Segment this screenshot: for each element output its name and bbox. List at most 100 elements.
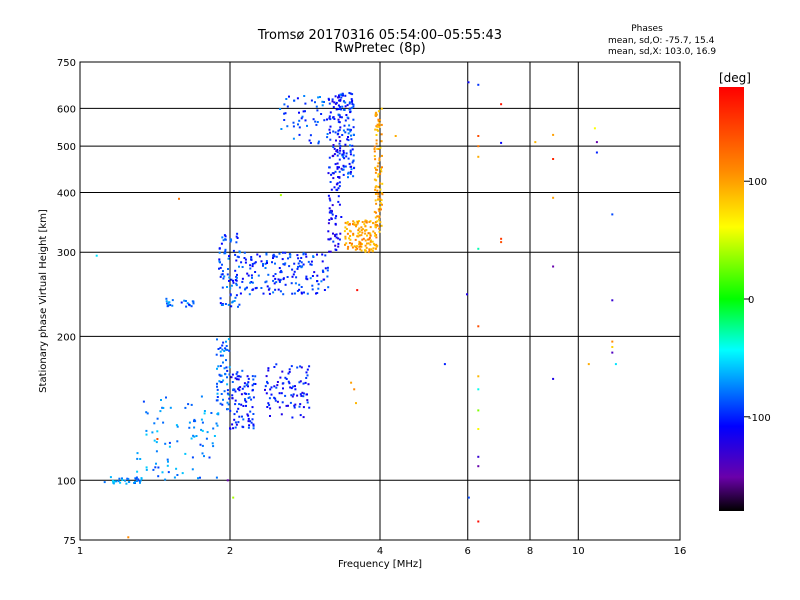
data-point <box>326 269 329 272</box>
data-point <box>222 341 225 344</box>
data-point <box>359 243 362 246</box>
data-point <box>327 238 330 241</box>
data-point <box>331 100 334 103</box>
data-point <box>350 138 353 141</box>
data-point <box>340 216 343 218</box>
data-point <box>268 292 271 295</box>
data-point <box>233 413 236 416</box>
data-point <box>309 277 312 280</box>
data-point <box>333 186 336 189</box>
data-point <box>121 479 124 481</box>
data-point <box>275 386 278 389</box>
data-point <box>376 123 379 126</box>
data-point <box>378 122 381 125</box>
data-point <box>270 393 273 396</box>
y-tick-label: 500 <box>57 142 76 153</box>
data-point <box>349 128 352 131</box>
data-point <box>279 376 282 379</box>
data-point <box>248 424 251 427</box>
data-point <box>300 394 303 397</box>
data-point <box>218 251 221 254</box>
data-point <box>292 273 295 276</box>
data-point <box>329 131 331 134</box>
data-point <box>329 210 332 213</box>
data-point <box>375 185 378 188</box>
data-point <box>375 139 378 142</box>
data-point <box>283 119 286 121</box>
data-point <box>183 299 186 302</box>
data-point <box>375 113 378 116</box>
y-tick-label: 600 <box>57 104 76 115</box>
data-point <box>341 105 344 108</box>
data-point <box>375 236 378 239</box>
data-point <box>247 377 250 380</box>
data-point <box>377 118 380 121</box>
data-point <box>306 401 309 404</box>
data-point <box>306 399 309 402</box>
data-point <box>287 380 290 383</box>
data-point <box>272 253 275 256</box>
data-point <box>302 263 305 266</box>
data-point <box>190 437 193 440</box>
data-point <box>283 103 286 106</box>
data-point <box>327 194 330 197</box>
data-point <box>348 108 351 111</box>
data-point <box>338 170 341 173</box>
data-point <box>341 153 344 156</box>
data-point <box>289 253 292 256</box>
data-point <box>265 392 268 395</box>
data-point <box>348 102 351 105</box>
data-point <box>295 276 298 279</box>
data-point <box>249 281 252 284</box>
data-point <box>265 260 268 263</box>
data-point <box>328 115 331 118</box>
data-point <box>361 228 364 231</box>
data-point <box>376 168 379 171</box>
data-point <box>228 255 230 258</box>
data-point <box>357 232 360 235</box>
data-point <box>151 431 154 434</box>
data-point <box>300 286 303 288</box>
data-point <box>156 438 159 440</box>
data-point <box>373 210 376 213</box>
data-point <box>227 257 230 260</box>
data-point <box>272 275 275 278</box>
data-point <box>238 415 241 418</box>
data-point <box>369 243 372 246</box>
data-point <box>238 286 241 289</box>
data-point <box>315 292 317 295</box>
data-point <box>290 387 293 390</box>
data-point <box>319 96 321 98</box>
data-point <box>226 479 229 482</box>
data-point <box>334 222 337 225</box>
data-point <box>270 386 273 389</box>
data-point <box>288 382 291 385</box>
data-point <box>377 198 380 201</box>
data-point <box>337 132 340 135</box>
data-point <box>350 98 353 101</box>
data-point <box>279 108 282 110</box>
stats-heading: Phases <box>631 24 663 34</box>
data-point <box>374 221 377 224</box>
data-point <box>364 225 367 228</box>
data-point <box>146 412 149 415</box>
data-point <box>192 434 195 437</box>
data-point <box>280 392 283 395</box>
data-point <box>361 243 363 246</box>
data-point <box>297 262 300 265</box>
data-point <box>157 466 160 469</box>
data-point <box>245 404 247 407</box>
data-point <box>307 383 310 386</box>
data-point <box>300 266 303 269</box>
data-point <box>223 350 226 352</box>
data-point <box>231 373 234 376</box>
data-point <box>203 410 206 412</box>
data-point <box>338 128 341 131</box>
data-point <box>374 193 377 195</box>
data-point <box>220 393 223 395</box>
data-point <box>344 101 347 104</box>
axis-ticks: 1 2 4 6 8 10 16 75 100 200 300 400 500 600 750 <box>57 58 686 557</box>
data-point <box>215 476 218 479</box>
data-point <box>226 286 228 288</box>
data-point <box>369 239 372 242</box>
